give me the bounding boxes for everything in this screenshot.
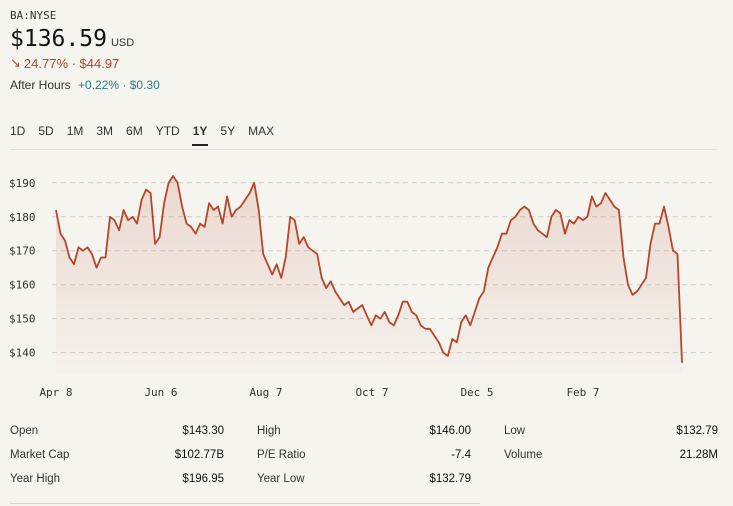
stat-value: $146.00 [429, 425, 471, 437]
stat-label: Volume [504, 449, 543, 461]
tabs-divider [10, 149, 717, 150]
stat-year-low: Year Low $132.79 [257, 473, 471, 485]
price-line [55, 175, 683, 363]
tab-max[interactable]: MAX [248, 124, 275, 138]
price-chart: $190 $180 $170 $160 $150 $140 Apr 8 Jun 6 Aug 7… [9, 175, 712, 399]
stat-value: $102.77B [174, 449, 224, 461]
stat-year-high: Year High $196.95 [10, 473, 224, 485]
stat-volume: Volume 21.28M [504, 449, 718, 461]
stat-value: $132.79 [429, 473, 471, 485]
ticker-symbol: BA:NYSE [10, 9, 57, 22]
stat-label: High [257, 425, 281, 437]
stat-value: $196.95 [182, 473, 224, 485]
stat-value: 21.28M [679, 449, 718, 461]
x-tick-label: Apr 8 [39, 386, 72, 399]
stat-value: $132.79 [676, 425, 718, 437]
x-tick-label: Oct 7 [355, 386, 388, 399]
tab-6m[interactable]: 6M [126, 124, 143, 138]
stat-label: Low [504, 425, 526, 437]
stat-high: High $146.00 [257, 425, 471, 437]
tab-5d[interactable]: 5D [38, 124, 54, 138]
stat-p-e-ratio: P/E Ratio -7.4 [257, 449, 471, 461]
stat-value: -7.4 [451, 449, 471, 461]
y-tick-label: $190 [9, 177, 36, 190]
tab-ytd[interactable]: YTD [155, 124, 180, 138]
tab-1y[interactable]: 1Y [191, 122, 209, 146]
tab-5y[interactable]: 5Y [220, 124, 236, 138]
change-value: 24.77% · $44.97 [23, 55, 120, 71]
y-tick-label: $170 [9, 245, 36, 258]
stat-label: Year High [10, 473, 61, 485]
stat-value: $143.30 [182, 425, 224, 437]
stat-label: P/E Ratio [257, 449, 306, 461]
tab-1m[interactable]: 1M [66, 124, 84, 138]
x-tick-label: Dec 5 [460, 386, 493, 399]
after-hours: After Hours +0.22% · $0.30 [10, 78, 160, 92]
stat-label: Market Cap [10, 449, 70, 461]
current-price: $136.59 [10, 26, 107, 52]
stat-low: Low $132.79 [504, 425, 718, 437]
tab-3m[interactable]: 3M [96, 124, 114, 138]
currency-label: USD [110, 37, 135, 49]
y-tick-label: $160 [9, 279, 36, 292]
x-tick-label: Jun 6 [144, 386, 177, 399]
y-tick-label: $180 [9, 211, 36, 224]
price-area [56, 176, 682, 373]
stat-label: Open [10, 425, 39, 437]
bottom-divider [10, 503, 480, 504]
range-tabs: 1D 5D 1M 3M 6M YTD 1Y 5Y MAX [10, 122, 287, 146]
stat-label: Year Low [257, 473, 305, 485]
after-hours-change: +0.22% · $0.30 [78, 78, 160, 92]
tab-1d[interactable]: 1D [10, 124, 26, 138]
x-tick-label: Aug 7 [249, 386, 282, 399]
stat-open: Open $143.30 [10, 425, 224, 437]
price-row: $136.59 USD [10, 26, 134, 52]
x-tick-label: Feb 7 [566, 386, 599, 399]
y-tick-label: $140 [9, 347, 36, 360]
stat-market-cap: Market Cap $102.77B [10, 449, 224, 461]
price-change: ↘ 24.77% · $44.97 [10, 55, 119, 71]
y-tick-label: $150 [9, 313, 36, 326]
arrow-down-icon: ↘ [10, 55, 21, 70]
after-hours-label: After Hours [10, 78, 71, 92]
